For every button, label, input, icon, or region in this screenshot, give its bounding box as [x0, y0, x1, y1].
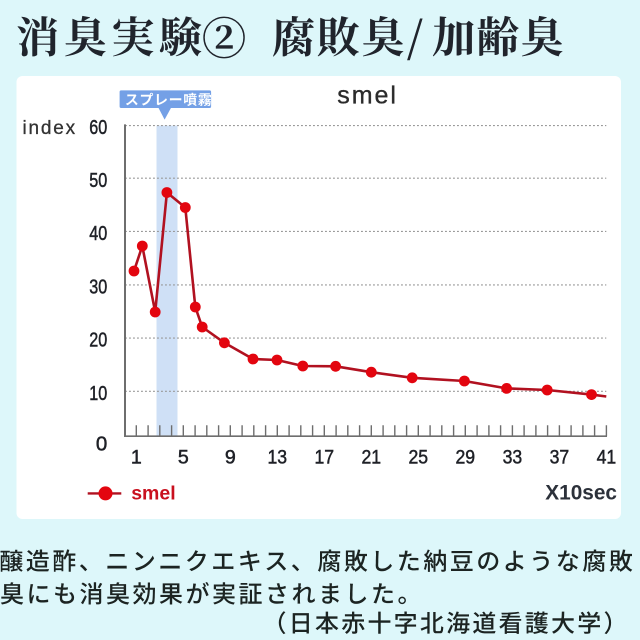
svg-text:smel: smel: [337, 81, 398, 109]
svg-text:37: 37: [550, 446, 570, 468]
svg-text:index: index: [23, 118, 77, 139]
svg-text:5: 5: [178, 446, 189, 468]
svg-text:60: 60: [89, 116, 107, 139]
svg-text:1: 1: [131, 446, 142, 468]
svg-text:0: 0: [96, 432, 107, 455]
svg-text:9: 9: [225, 446, 236, 468]
svg-text:X10sec: X10sec: [545, 482, 617, 505]
svg-text:33: 33: [503, 446, 523, 468]
svg-text:13: 13: [268, 446, 288, 468]
svg-text:41: 41: [597, 446, 617, 468]
svg-text:40: 40: [89, 222, 107, 245]
svg-text:17: 17: [315, 446, 335, 468]
svg-text:25: 25: [409, 446, 429, 468]
svg-text:50: 50: [89, 169, 107, 192]
svg-text:29: 29: [456, 446, 476, 468]
svg-text:20: 20: [89, 329, 107, 352]
svg-text:30: 30: [89, 276, 107, 299]
svg-text:smel: smel: [131, 483, 175, 505]
svg-text:21: 21: [362, 446, 382, 468]
svg-text:10: 10: [89, 382, 107, 405]
